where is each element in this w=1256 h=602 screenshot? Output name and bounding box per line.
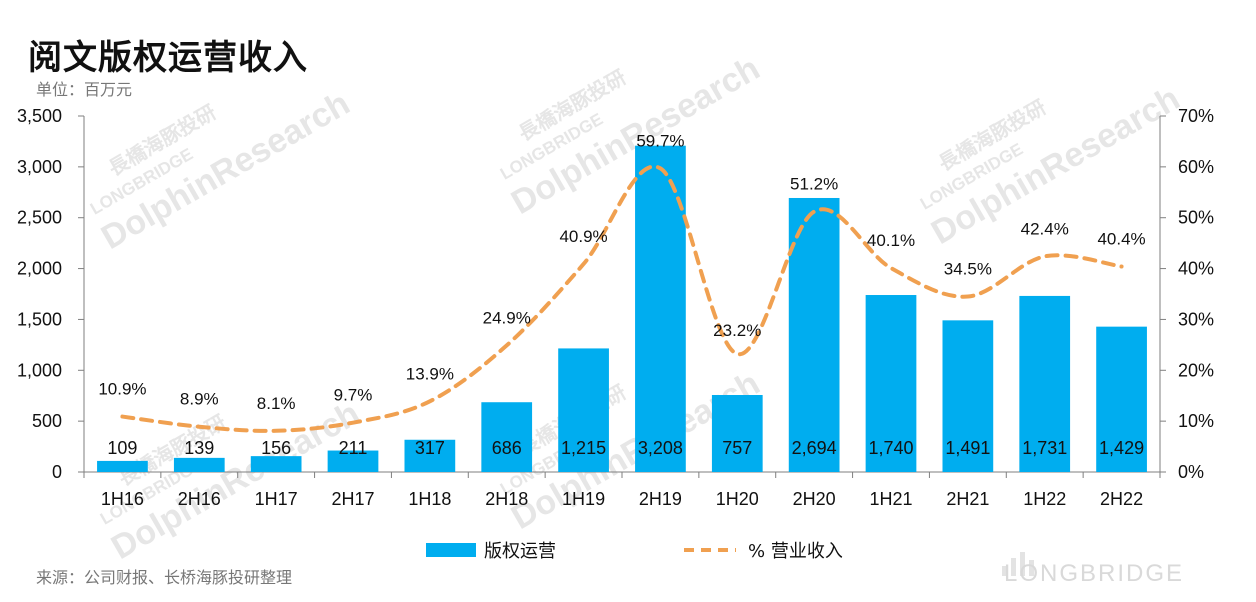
bar xyxy=(404,439,456,472)
bar-value-label: 2,694 xyxy=(792,438,837,458)
line-value-label: 24.9% xyxy=(483,308,531,327)
y-tick-label-left: 0 xyxy=(52,462,62,482)
bar-value-label: 211 xyxy=(339,438,368,458)
bar xyxy=(250,456,302,472)
bar-value-label: 317 xyxy=(415,438,445,458)
bar-value-label: 3,208 xyxy=(638,438,683,458)
y-tick-label-left: 3,000 xyxy=(17,157,62,177)
y-tick-label-right: 30% xyxy=(1178,309,1214,329)
x-tick-label: 1H22 xyxy=(1023,489,1066,509)
chart-title: 阅文版权运营收入 xyxy=(28,38,308,78)
y-tick-label-right: 70% xyxy=(1178,106,1214,126)
x-tick-label: 1H20 xyxy=(716,489,759,509)
bar-value-label: 686 xyxy=(492,438,522,458)
line-value-label: 42.4% xyxy=(1021,219,1069,238)
bar xyxy=(865,295,917,472)
brand-logo: LONGBRIDGE xyxy=(1004,560,1185,587)
line-value-label: 40.1% xyxy=(867,231,915,250)
x-tick-label: 2H20 xyxy=(793,489,836,509)
line-labels: 10.9% 8.9% 8.1% 9.7% 13.9% 24.9% 40.9% 59.7% 23.… xyxy=(98,131,1145,412)
y-tick-label-right: 20% xyxy=(1178,360,1214,380)
bar-value-label: 757 xyxy=(722,438,752,458)
line-value-label: 59.7% xyxy=(636,131,684,150)
bar-value-label: 139 xyxy=(184,438,214,458)
line-value-label: 8.9% xyxy=(180,390,219,409)
bar-value-label: 1,429 xyxy=(1099,438,1144,458)
unit-label: 单位：百万元 xyxy=(36,80,133,99)
bar xyxy=(558,348,609,472)
source-note: 来源：公司财报、长桥海豚投研整理 xyxy=(36,568,293,587)
x-tick-label: 2H21 xyxy=(946,489,989,509)
x-tick-label: 2H19 xyxy=(639,489,682,509)
x-tick-label: 1H17 xyxy=(255,489,298,509)
x-tick-label: 2H16 xyxy=(178,489,221,509)
bar xyxy=(711,395,763,472)
line-value-label: 10.9% xyxy=(98,380,146,399)
y-tick-label-left: 2,000 xyxy=(17,259,62,279)
bar-value-label: 1,215 xyxy=(561,438,606,458)
bar xyxy=(97,460,148,472)
x-tick-label: 1H16 xyxy=(101,489,144,509)
line-value-label: 23.2% xyxy=(713,321,761,340)
bar xyxy=(942,320,994,472)
bar xyxy=(173,457,225,472)
y-tick-label-right: 0% xyxy=(1178,462,1204,482)
bar xyxy=(788,197,840,472)
bar xyxy=(1019,295,1071,472)
bar-value-label: 1,491 xyxy=(945,438,990,458)
x-tick-labels: 1H16 2H16 1H17 2H17 1H18 2H18 1H19 2H19 1H20 2H20… xyxy=(101,489,1143,509)
y-tick-label-left: 500 xyxy=(32,411,62,431)
line-value-label: 8.1% xyxy=(257,394,296,413)
y-tick-label-right: 50% xyxy=(1178,208,1214,228)
y-tick-label-left: 3,500 xyxy=(17,106,62,126)
x-tick-label: 2H17 xyxy=(331,489,374,509)
line-path xyxy=(120,164,1124,433)
line-value-label: 13.9% xyxy=(406,364,454,383)
line-series xyxy=(120,164,1124,433)
brand-logo-icon xyxy=(1002,552,1034,576)
bar-value-label: 156 xyxy=(261,438,291,458)
bar xyxy=(481,402,533,472)
y-tick-label-right: 10% xyxy=(1178,411,1214,431)
watermark-text: DolphinResearch xyxy=(95,84,356,257)
bar-value-label: 109 xyxy=(107,438,137,458)
line-value-label: 40.9% xyxy=(559,227,607,246)
line-value-label: 40.4% xyxy=(1097,230,1145,249)
bar-labels: 109 139 156 211 317 686 1,215 3,208 757 2,694 1,74… xyxy=(107,438,1144,458)
bar-value-label: 1,731 xyxy=(1022,438,1067,458)
bar-value-label: 1,740 xyxy=(868,438,913,458)
legend-label-bar: 版权运营 xyxy=(484,541,556,562)
y-tick-label-right: 60% xyxy=(1178,157,1214,177)
bar xyxy=(1096,326,1147,472)
legend: 版权运营 % 营业收入 xyxy=(426,541,843,562)
legend-swatch-bar xyxy=(426,543,476,557)
line-value-label: 34.5% xyxy=(944,260,992,279)
x-tick-label: 1H19 xyxy=(562,489,605,509)
y-tick-label-right: 40% xyxy=(1178,259,1214,279)
bar xyxy=(635,145,686,473)
x-tick-label: 2H18 xyxy=(485,489,528,509)
x-tick-label: 1H21 xyxy=(869,489,912,509)
line-value-label: 51.2% xyxy=(790,175,838,194)
bar xyxy=(327,450,379,472)
y-tick-label-left: 2,500 xyxy=(17,208,62,228)
bar-series xyxy=(97,145,1147,473)
x-tick-label: 2H22 xyxy=(1100,489,1143,509)
line-value-label: 9.7% xyxy=(334,386,373,405)
y-tick-label-left: 1,500 xyxy=(17,309,62,329)
y-tick-label-left: 1,000 xyxy=(17,360,62,380)
x-tick-label: 1H18 xyxy=(408,489,451,509)
legend-label-line: % 营业收入 xyxy=(748,541,843,562)
